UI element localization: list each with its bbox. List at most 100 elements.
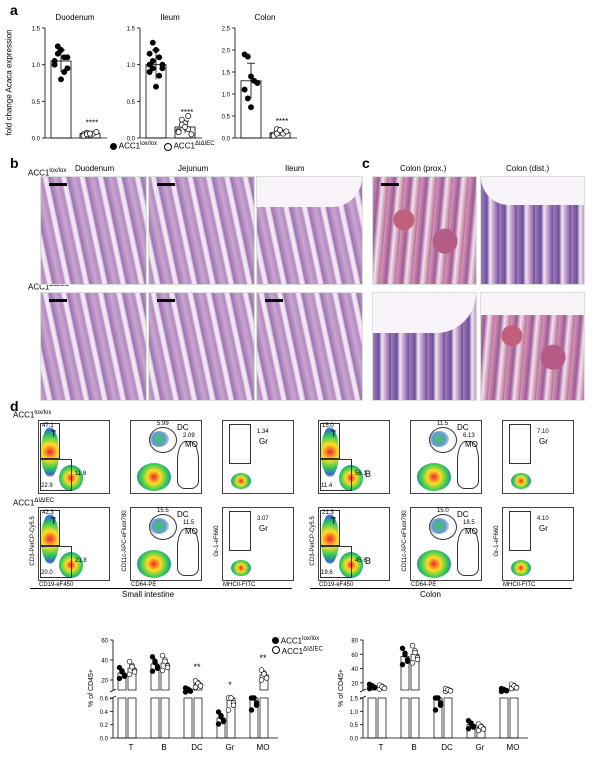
gate-DC-value: 15.0 xyxy=(437,508,449,514)
flow-xlabel: CD64-PE xyxy=(411,582,437,588)
panel-a-point xyxy=(153,47,159,53)
histo-b-lox-ileum xyxy=(256,176,363,285)
gate-Gr-label: Gr xyxy=(539,437,548,446)
bar-ytick-label: 20 xyxy=(101,679,108,685)
flow-plot: 4.10 Gr MHCII-FITC Gr-1-eF660 xyxy=(494,507,574,588)
gate-MO xyxy=(457,441,479,489)
gate-Gr-label: Gr xyxy=(259,437,268,446)
panel-a-point xyxy=(153,83,159,90)
histo-b-ko-jejunum xyxy=(148,292,255,401)
bar-category-label: B xyxy=(161,743,166,752)
gate-MO-label: MO xyxy=(185,527,198,536)
bar-chart-colon: % of CD45+ 20 40 60 80 0.0 0.5 1.0 1.5 T B DC Gr MO xyxy=(338,639,528,752)
flow-xlabel: MHCII-FITC xyxy=(503,582,536,588)
bar-point xyxy=(263,675,270,681)
flow-density xyxy=(417,550,451,578)
gate-T-label: T xyxy=(331,429,337,439)
panel-a-point xyxy=(51,61,58,68)
gate-B-value: 56.1 xyxy=(355,471,367,477)
bar-point xyxy=(159,667,166,674)
flow-xlabel: MHCII-FITC xyxy=(223,582,256,588)
panel-c-letter: c xyxy=(362,155,370,171)
gate-DC-label: DC xyxy=(457,510,469,519)
gate-MO-value: 11.5 xyxy=(183,520,195,526)
gate-B xyxy=(40,459,72,491)
panel-a-significance: **** xyxy=(86,118,98,127)
flow-xlabel: CD64-PE xyxy=(131,582,157,588)
bar-rect-lower xyxy=(150,697,160,739)
gate-Gr xyxy=(509,424,531,464)
bar-ytick-label: 80 xyxy=(351,639,358,645)
panel-d-row2-label: ACC1ΔIΔIEC xyxy=(13,498,55,508)
flow-density xyxy=(511,560,531,576)
flow-plot: 1.34 Gr xyxy=(222,420,294,494)
axis-break xyxy=(359,695,367,700)
gate-MO xyxy=(177,441,199,489)
colon-group-line xyxy=(310,588,572,589)
flow-density xyxy=(41,427,59,477)
bar-point xyxy=(261,671,267,677)
bar-point xyxy=(409,643,416,649)
panel-a-ytick-label: 0.0 xyxy=(32,137,41,143)
flow-xlabel: CD19-eF450 xyxy=(319,582,354,588)
panel-a-point xyxy=(54,43,61,50)
bar-ytick-label: 0.0 xyxy=(350,737,359,743)
bar-point xyxy=(119,669,125,675)
panel-a-point xyxy=(146,50,153,57)
bar-category-label: DC xyxy=(441,743,453,752)
gate-DC xyxy=(149,514,177,540)
bar-ytick-label: 0.6 xyxy=(100,697,109,703)
bar-rect-lower xyxy=(259,697,269,739)
legend-lox-marker xyxy=(110,143,117,151)
bar-point xyxy=(116,675,123,682)
gate-Gr-label: Gr xyxy=(539,524,548,533)
gate-DC xyxy=(429,514,457,540)
gate-DN-value: 11.4 xyxy=(321,483,333,489)
bar-rect-lower xyxy=(443,697,453,739)
bar-point xyxy=(149,654,156,660)
bar-point xyxy=(399,661,406,668)
bar-point xyxy=(187,688,194,694)
panel-a-point xyxy=(241,86,248,93)
legend-ko-sup: ΔIΔIEC xyxy=(194,141,215,147)
bar-ytick-label: 60 xyxy=(101,639,108,645)
panel-a-point xyxy=(185,113,192,119)
gate-T-value: 42.3 xyxy=(42,510,54,516)
histo-c-lox-dist xyxy=(480,176,585,285)
bar-point xyxy=(154,665,161,672)
panel-a-ytick-label: 1.5 xyxy=(222,71,231,77)
gate-DC-value: 15.5 xyxy=(157,508,169,514)
histo-b-ko-ileum xyxy=(256,292,363,401)
bar-category-label: MO xyxy=(507,743,520,752)
gate-T xyxy=(320,423,340,459)
bar-ytick-label: 0.0 xyxy=(100,737,109,743)
panel-a-point xyxy=(146,69,153,75)
legend-d-ko-label: ACC1 xyxy=(281,646,304,656)
gate-B xyxy=(320,459,352,491)
bar-ytick-label: 1.5 xyxy=(350,697,359,703)
panel-a-letter: a xyxy=(10,2,18,18)
bar-significance: * xyxy=(228,680,232,690)
panel-a-significance: **** xyxy=(276,117,288,126)
bar-ytick-label: 1.0 xyxy=(350,710,359,716)
flow-density xyxy=(321,514,339,564)
legend-lox-label: ACC1 xyxy=(118,141,141,151)
panel-b-col-duodenum: Duodenum xyxy=(75,164,115,173)
bar-significance: ** xyxy=(259,653,267,663)
panel-a-point xyxy=(159,61,166,68)
flow-density xyxy=(137,550,171,578)
flow-plot: 5.99 DC 2.09 MO xyxy=(130,420,202,494)
panel-a-point xyxy=(61,69,68,75)
gate-B xyxy=(320,546,352,578)
panel-a-point xyxy=(146,61,153,68)
gate-T-value: 47.1 xyxy=(42,423,54,429)
histo-b-lox-duodenum xyxy=(40,176,147,285)
flow-plot: 7.10 Gr xyxy=(502,420,574,494)
panel-b-row2-label: ACC1ΔIΔIEC xyxy=(28,282,70,292)
bar-point xyxy=(192,684,199,690)
flow-ylabel: CD3-PerCP-Cy5.5 xyxy=(30,516,36,566)
panel-a-point xyxy=(254,80,261,86)
gate-T-label: T xyxy=(331,516,337,526)
panel-a-point xyxy=(248,104,254,111)
panel-a-point xyxy=(244,53,251,60)
